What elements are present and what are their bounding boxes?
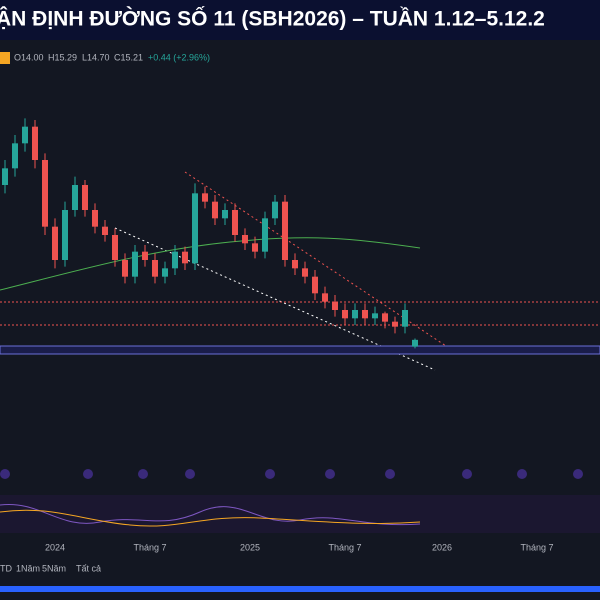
legend-low: L14.70 — [82, 52, 110, 62]
candle-body — [362, 310, 368, 319]
trend-line — [184, 171, 456, 353]
time-label: Tháng 7 — [133, 542, 166, 552]
candle-body — [182, 251, 188, 264]
candle-body — [282, 201, 288, 260]
candle-body — [142, 251, 148, 260]
candle-body — [342, 310, 348, 319]
support-zone — [0, 345, 600, 355]
candle-body — [152, 260, 158, 277]
candle-body — [2, 168, 8, 185]
range-button[interactable]: TD — [0, 563, 12, 573]
candle-body — [32, 126, 38, 160]
legend-close: C15.21 — [114, 52, 143, 62]
candle-body — [242, 235, 248, 244]
candle-body — [292, 260, 298, 269]
candle-body — [62, 210, 68, 260]
title: ẬN ĐỊNH ĐƯỜNG SỐ 11 (SBH2026) – TUẦN 1.1… — [0, 7, 545, 31]
time-label: 2026 — [432, 542, 452, 552]
symbol-badge — [0, 52, 10, 64]
time-label: 2024 — [45, 542, 65, 552]
oscillator-line — [0, 503, 421, 526]
candle-body — [232, 210, 238, 235]
title-bar — [0, 0, 600, 40]
candle-body — [102, 226, 108, 235]
candle-body — [112, 235, 118, 260]
candle-body — [212, 201, 218, 219]
candle-body — [392, 321, 398, 327]
candle-body — [72, 185, 78, 210]
candle-body — [332, 301, 338, 310]
oscillator-pane — [0, 495, 600, 533]
oscillator-signal — [0, 509, 421, 527]
candle-body — [82, 185, 88, 210]
candle-body — [192, 193, 198, 264]
candle-body — [302, 268, 308, 277]
candle-body — [322, 293, 328, 302]
candle-body — [42, 160, 48, 227]
time-label: Tháng 7 — [520, 542, 553, 552]
candle-body — [252, 243, 258, 252]
time-label: 2025 — [240, 542, 260, 552]
candle-body — [222, 210, 228, 219]
candle-body — [172, 251, 178, 269]
candle-body — [382, 313, 388, 322]
moving-average — [0, 237, 421, 291]
legend-open: O14.00 — [14, 52, 44, 62]
candle-body — [272, 201, 278, 219]
candle-body — [202, 193, 208, 202]
range-button[interactable]: Tất cả — [76, 563, 101, 573]
candle-body — [402, 310, 408, 327]
event-row — [0, 469, 583, 479]
candle-body — [312, 276, 318, 294]
range-button[interactable]: 5Năm — [42, 563, 66, 573]
legend-change: +0.44 (+2.96%) — [148, 52, 210, 62]
candle-body — [412, 339, 418, 347]
candle-body — [122, 260, 128, 277]
time-label: Tháng 7 — [328, 542, 361, 552]
bottom-bar — [0, 586, 600, 592]
range-button[interactable]: 1Năm — [16, 563, 40, 573]
candle-body — [262, 218, 268, 252]
candle-body — [372, 313, 378, 319]
candle-body — [352, 310, 358, 319]
ohlc-legend: O14.00 H15.29 L14.70 C15.21 +0.44 (+2.96… — [14, 52, 210, 62]
candle-body — [132, 251, 138, 277]
legend-high: H15.29 — [48, 52, 77, 62]
candle-body — [12, 143, 18, 169]
candle-body — [22, 126, 28, 144]
candle-body — [52, 226, 58, 260]
candle-body — [162, 268, 168, 277]
candle-body — [92, 210, 98, 227]
